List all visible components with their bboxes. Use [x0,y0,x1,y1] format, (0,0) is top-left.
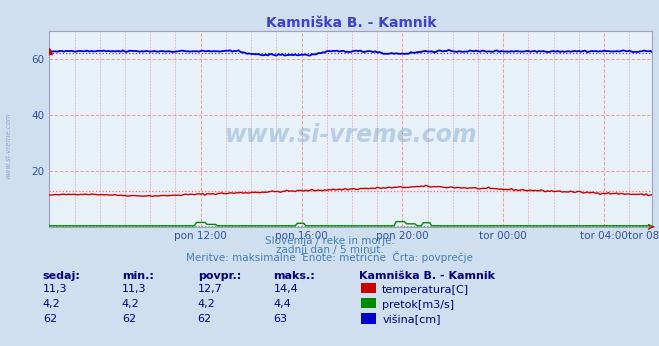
Text: višina[cm]: višina[cm] [382,315,441,325]
Text: Meritve: maksimalne  Enote: metrične  Črta: povprečje: Meritve: maksimalne Enote: metrične Črta… [186,251,473,263]
Text: Slovenija / reke in morje.: Slovenija / reke in morje. [264,236,395,246]
Text: pretok[m3/s]: pretok[m3/s] [382,300,454,310]
Title: Kamniška B. - Kamnik: Kamniška B. - Kamnik [266,16,436,30]
Text: 14,4: 14,4 [273,284,299,294]
Text: 4,4: 4,4 [273,299,291,309]
Text: 4,2: 4,2 [198,299,215,309]
Text: 62: 62 [198,315,212,325]
Text: 4,2: 4,2 [122,299,140,309]
Text: 62: 62 [43,315,57,325]
Text: 11,3: 11,3 [122,284,146,294]
Text: 62: 62 [122,315,136,325]
Text: sedaj:: sedaj: [43,271,80,281]
Text: www.si-vreme.com: www.si-vreme.com [225,123,477,147]
Text: 63: 63 [273,315,287,325]
Text: zadnji dan / 5 minut.: zadnji dan / 5 minut. [275,245,384,255]
Text: temperatura[C]: temperatura[C] [382,285,469,295]
Text: min.:: min.: [122,271,154,281]
Text: maks.:: maks.: [273,271,315,281]
Text: povpr.:: povpr.: [198,271,241,281]
Text: Kamniška B. - Kamnik: Kamniška B. - Kamnik [359,271,495,281]
Text: 4,2: 4,2 [43,299,61,309]
Text: www.si-vreme.com: www.si-vreme.com [5,112,12,179]
Text: 11,3: 11,3 [43,284,67,294]
Text: 12,7: 12,7 [198,284,223,294]
